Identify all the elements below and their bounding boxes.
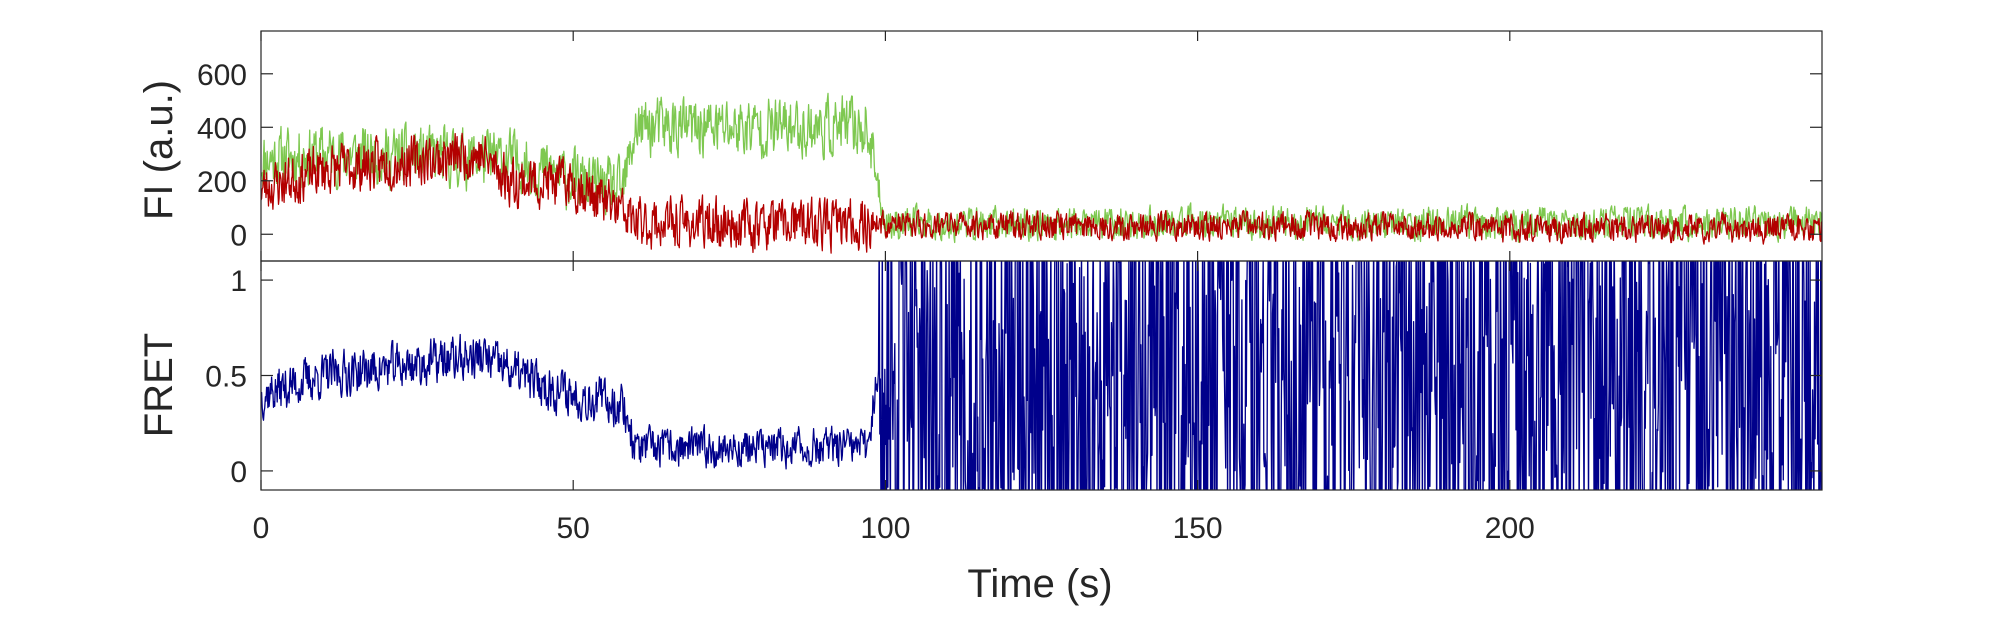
bottom-y-axis-label: FRET [137,333,181,437]
bottom-ytick-label: 0 [230,456,247,489]
xtick-label: 50 [557,512,590,545]
bottom-series-0-line [261,261,1822,490]
xtick-label: 150 [1173,512,1223,545]
top-ytick-label: 0 [230,219,247,252]
top-ytick-label: 200 [197,166,247,199]
top-ytick-label: 400 [197,112,247,145]
top-y-axis-label: FI (a.u.) [137,80,181,220]
bottom-panel-fret: 0 0.5 1 0 50 100 150 200 [205,260,1823,545]
x-axis-label: Time (s) [967,562,1112,606]
top-panel-fluorescence: 0 200 400 600 [197,30,1823,262]
bottom-ytick-label: 0.5 [205,361,247,394]
xtick-label: 0 [253,512,270,545]
top-ytick-label: 600 [197,59,247,92]
bottom-ytick-label: 1 [230,265,247,298]
xtick-label: 200 [1485,512,1535,545]
xtick-label: 100 [860,512,910,545]
top-series-1-line [261,132,1822,254]
